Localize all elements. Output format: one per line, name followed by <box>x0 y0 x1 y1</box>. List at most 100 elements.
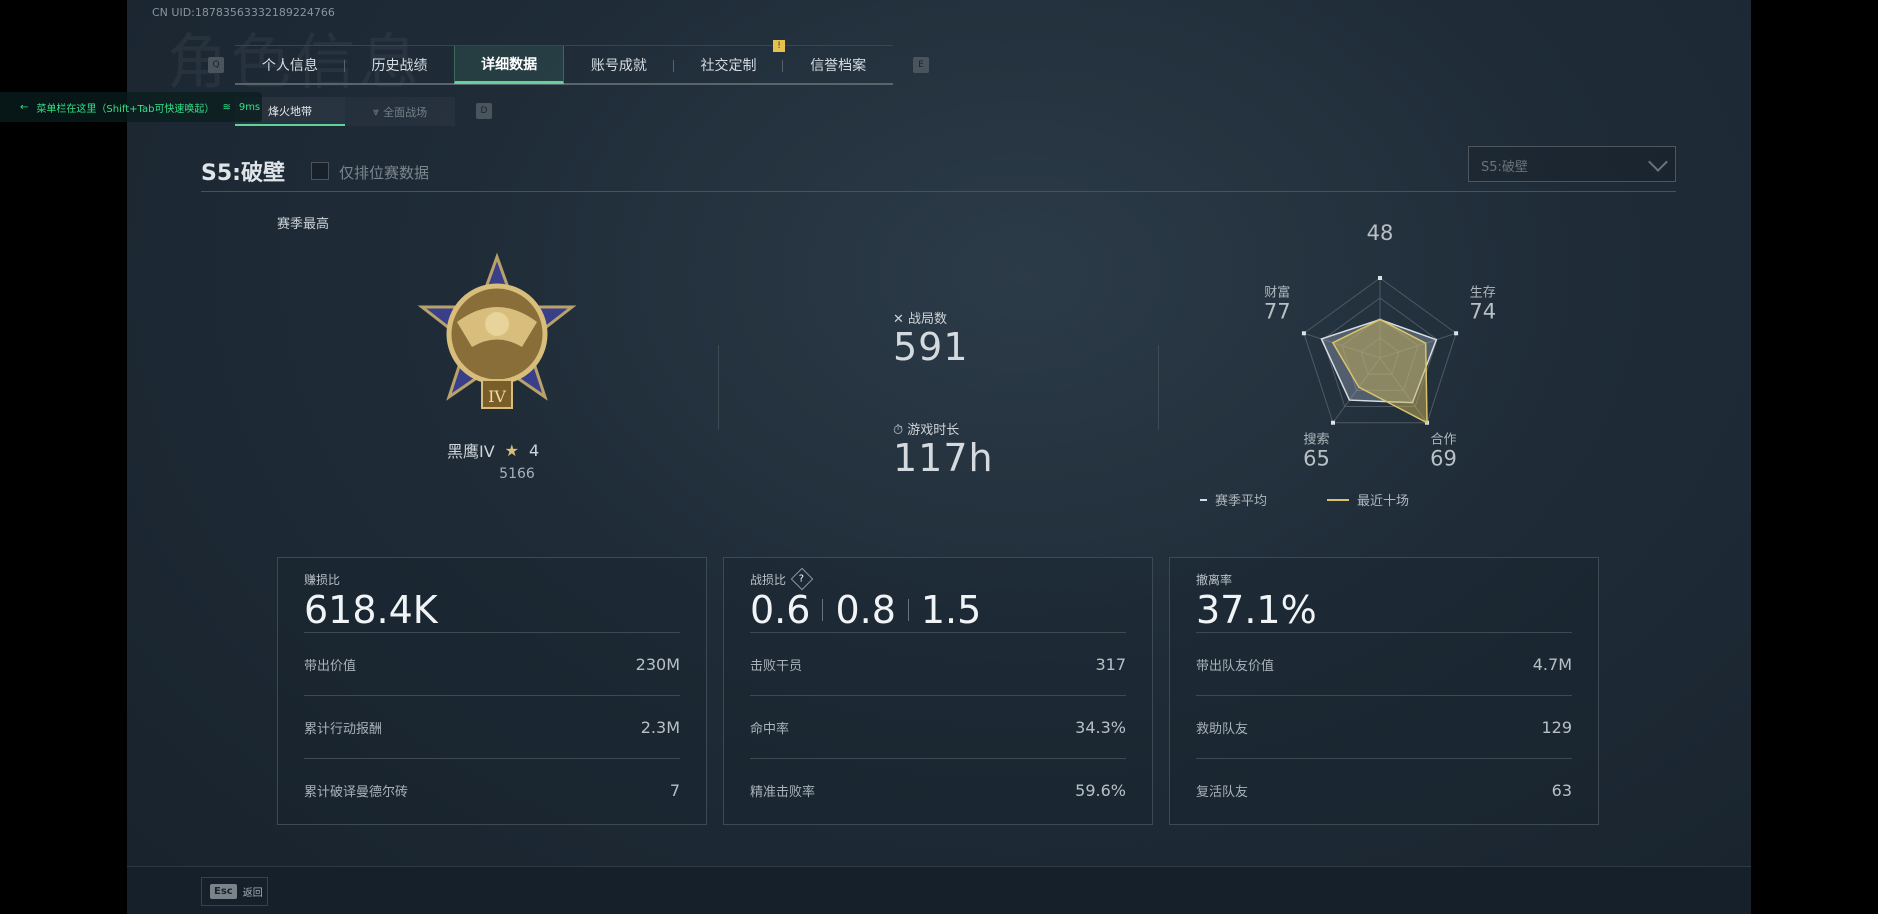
key-hint-q[interactable]: Q <box>208 57 224 73</box>
stats-screen: 角色信息 CN UID:18783563332189224766 Q 个人信息历… <box>127 0 1751 914</box>
tab-separator <box>343 60 345 72</box>
value-separator <box>822 599 824 621</box>
card-kd: 战损比? 0.6 0.8 1.5 击败干员 317 命中率 34.3% 精准击败率 59.6% <box>723 557 1153 825</box>
card-extraction: 撤离率 37.1% 带出队友价值 4.7M 救助队友 129 复活队友 63 <box>1169 557 1599 825</box>
stat-value: 63 <box>1551 780 1572 800</box>
radar-vertex <box>1454 331 1459 336</box>
key-hint-e[interactable]: E <box>913 57 929 73</box>
tab-separator <box>782 60 784 72</box>
rank-stars: 4 <box>529 440 540 460</box>
ranked-only-label[interactable]: 仅排位赛数据 <box>339 164 430 182</box>
tab-label: 个人信息 <box>261 58 318 74</box>
card-label-row: 撤离率 <box>1196 570 1572 588</box>
stat-value: 7 <box>669 780 680 800</box>
tab-label: 详细数据 <box>481 56 538 73</box>
stat-value: 230M <box>635 654 680 674</box>
radar-series-1 <box>1331 318 1428 424</box>
stat-row: 累计破译曼德尔砖 7 <box>304 758 680 821</box>
arrow-left-icon: ← <box>20 101 29 113</box>
rank-score: 5166 <box>499 466 535 482</box>
main-value: 1.5 <box>920 588 982 632</box>
stat-label: 复活队友 <box>1196 784 1249 800</box>
divider <box>201 191 1676 192</box>
radar-axis-value: 48 <box>1367 221 1394 245</box>
rank-name-row: 黑鹰IV ★ 4 <box>447 438 539 462</box>
ranked-only-checkbox[interactable] <box>311 162 329 180</box>
subtab-label: 烽火地带 <box>268 104 312 118</box>
stat-row: 精准击败率 59.6% <box>750 758 1126 821</box>
main-tabs: 个人信息 历史战绩 详细数据 账号成就 社交定制 信誉档案 <box>235 45 893 85</box>
mode-tabs: 烽火地带 ⩔ 全面战场 <box>235 97 455 126</box>
tab-separator <box>672 60 674 72</box>
radar-grid <box>1303 277 1457 424</box>
back-button[interactable]: Esc 返回 <box>201 877 268 906</box>
stat-row: 累计行动报酬 2.3M <box>304 695 680 758</box>
wifi-icon: ≋ <box>222 101 231 113</box>
help-icon[interactable]: ? <box>790 567 814 591</box>
tab-2[interactable]: 详细数据 <box>454 46 565 84</box>
tab-0[interactable]: 个人信息 <box>235 46 345 84</box>
chevron-down-icon <box>1648 152 1668 172</box>
divider <box>1158 345 1159 430</box>
help-glyph: ? <box>799 573 805 585</box>
subtab-label: 全面战场 <box>383 105 428 119</box>
stat-row: 击败干员 317 <box>750 632 1126 695</box>
card-main-value: 37.1% <box>1196 588 1572 632</box>
season-title: S5:破壁 <box>201 161 285 186</box>
main-value: 618.4K <box>304 588 438 632</box>
time-label-row: ⏱ 游戏时长 <box>893 419 959 438</box>
main-value: 0.6 <box>750 588 811 632</box>
subtab-battlefield[interactable]: ⩔ 全面战场 <box>345 97 455 126</box>
value-separator <box>907 599 909 621</box>
stat-value: 2.3M <box>640 717 680 737</box>
tab-label: 社交定制 <box>700 58 757 74</box>
stopwatch-icon: ⏱ <box>893 423 904 438</box>
radar-axis-value: 77 <box>1264 300 1291 324</box>
stat-label: 带出队友价值 <box>1196 658 1275 674</box>
radar-axis-value: 65 <box>1303 446 1330 470</box>
menu-hint-overlay[interactable]: ← 菜单栏在这里（Shift+Tab可快速唤起） ≋ 9ms <box>0 92 262 122</box>
tab-1[interactable]: 历史战绩 <box>345 46 455 84</box>
radar-vertex <box>1378 276 1382 280</box>
radar-axis-label: 财富 <box>1264 285 1290 301</box>
time-value: 117h <box>893 436 994 480</box>
radar-axis-label: 合作 <box>1430 432 1456 447</box>
stat-value: 317 <box>1095 654 1126 674</box>
card-main-value: 0.6 0.8 1.5 <box>750 588 1126 632</box>
season-dropdown-value: S5:破壁 <box>1481 160 1528 175</box>
key-hint-d[interactable]: D <box>476 103 492 119</box>
footer-bar: Esc 返回 <box>127 866 1751 914</box>
tab-5[interactable]: 信誉档案 <box>783 46 893 84</box>
matches-value: 591 <box>893 325 969 369</box>
radar-axis-label: 搜索 <box>1304 432 1330 447</box>
matches-label: 战局数 <box>908 312 948 327</box>
ping-value: 9ms <box>238 101 261 113</box>
season-dropdown[interactable]: S5:破壁 <box>1468 146 1676 182</box>
legend-label: 最近十场 <box>1357 494 1409 509</box>
card-label-row: 赚损比 <box>304 570 680 588</box>
stat-row: 命中率 34.3% <box>750 695 1126 758</box>
stat-row: 救助队友 129 <box>1196 695 1572 758</box>
matches-label-row: ✕ 战局数 <box>893 308 947 327</box>
stat-label: 累计行动报酬 <box>304 721 383 737</box>
rank-name: 黑鹰IV <box>447 442 495 461</box>
season-best-label: 赛季最高 <box>277 217 330 232</box>
stat-row: 复活队友 63 <box>1196 758 1572 821</box>
stat-label: 击败干员 <box>750 658 803 674</box>
stat-label: 累计破译曼德尔砖 <box>304 784 409 800</box>
legend-label: 赛季平均 <box>1215 493 1267 509</box>
tab-label: 账号成就 <box>590 58 647 74</box>
card-label: 撤离率 <box>1196 572 1233 587</box>
card-label-row: 战损比? <box>750 567 1126 591</box>
card-label: 赚损比 <box>304 572 341 587</box>
stat-row: 带出价值 230M <box>304 632 680 695</box>
card-profit: 赚损比 618.4K 带出价值 230M 累计行动报酬 2.3M 累计破译曼德尔砖 7 <box>277 557 707 825</box>
tab-3[interactable]: 账号成就 <box>564 46 674 84</box>
tab-4[interactable]: 社交定制 <box>674 46 784 84</box>
menu-hint-text: 菜单栏在这里（Shift+Tab可快速唤起） <box>36 103 215 115</box>
stat-label: 带出价值 <box>304 658 357 674</box>
crossed-swords-icon: ✕ <box>893 312 904 327</box>
stat-value: 34.3% <box>1075 717 1126 737</box>
main-value: 37.1% <box>1196 588 1317 632</box>
